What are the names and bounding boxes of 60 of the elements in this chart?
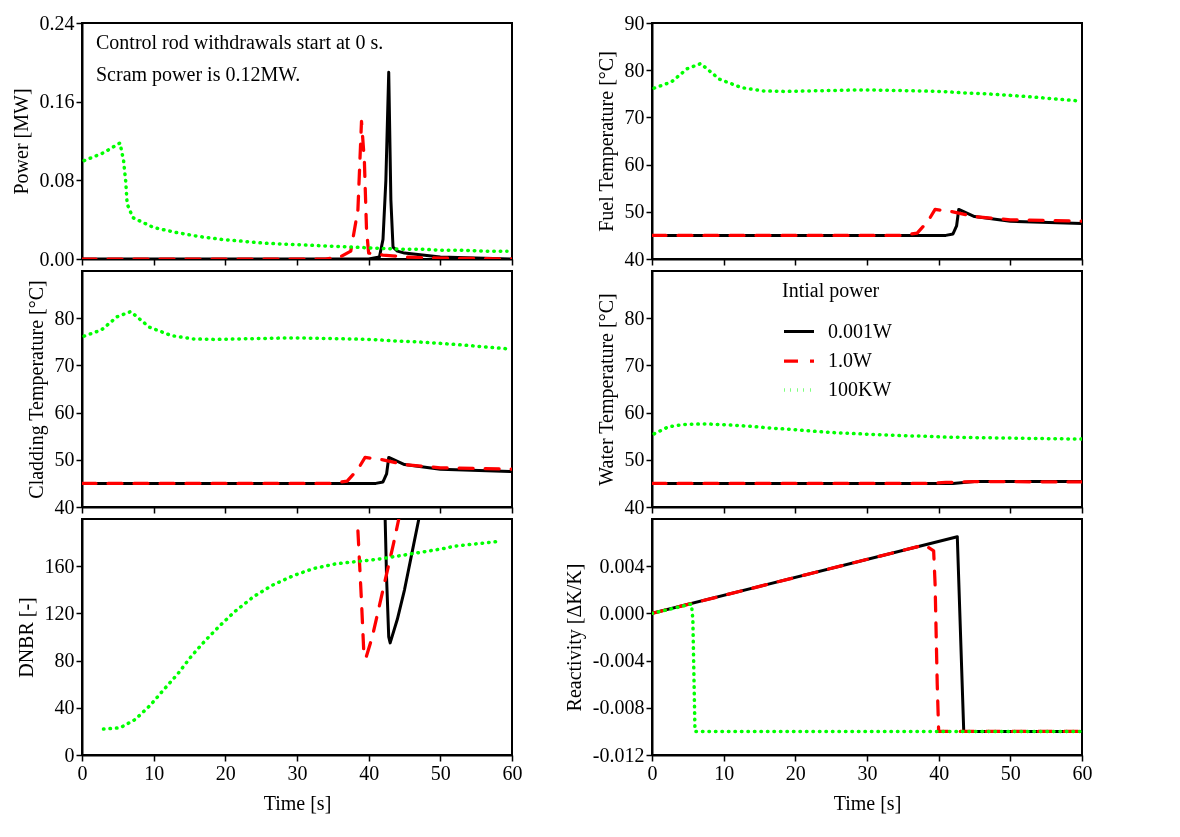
y-tick-label: 0.000 xyxy=(599,601,645,624)
line-series xyxy=(652,602,1082,734)
y-tick-label: 40 xyxy=(624,247,645,270)
x-tick-label: 60 xyxy=(502,761,523,784)
y-tick-label: 50 xyxy=(54,448,75,471)
y-tick-label: 70 xyxy=(624,105,645,128)
y-tick-label: 50 xyxy=(624,448,645,471)
y-tick-label: 70 xyxy=(54,353,75,376)
x-tick-label: 30 xyxy=(857,761,878,784)
y-tick-label: 120 xyxy=(44,601,75,624)
y-tick-label: 80 xyxy=(54,649,75,672)
y-tick-label: 70 xyxy=(624,353,645,376)
y-tick-label: 80 xyxy=(624,58,645,81)
y-axis-title: Cladding Temperature [°C] xyxy=(24,280,48,499)
y-tick-label: 0.00 xyxy=(39,247,75,270)
legend-label: 1.0W xyxy=(828,349,872,371)
y-tick-label: 60 xyxy=(54,401,75,424)
line-series xyxy=(356,519,401,660)
y-axis-title: Water Temperature [°C] xyxy=(594,293,618,486)
legend-title: Intial power xyxy=(782,279,880,302)
legend-label: 0.001W xyxy=(828,319,892,342)
y-tick-label: 0.004 xyxy=(599,554,645,577)
x-tick-label: 10 xyxy=(714,761,735,784)
y-tick-label: 40 xyxy=(624,495,645,518)
y-axis-title: Fuel Temperature [°C] xyxy=(594,51,618,232)
y-tick-label: 60 xyxy=(624,153,645,176)
y-tick-label: 80 xyxy=(624,306,645,329)
x-tick-label: 30 xyxy=(287,761,308,784)
x-tick-label: 40 xyxy=(929,761,950,784)
y-tick-label: 0.16 xyxy=(39,90,75,113)
y-axis-title: Power [MW] xyxy=(9,88,32,195)
y-tick-label: 160 xyxy=(44,554,75,577)
y-tick-label: 90 xyxy=(624,11,645,34)
x-tick-label: 50 xyxy=(430,761,451,784)
line-series xyxy=(652,422,1082,441)
x-tick-label: 50 xyxy=(1000,761,1021,784)
x-tick-label: 20 xyxy=(785,761,806,784)
x-axis-title: Time [s] xyxy=(833,791,902,814)
y-tick-label: 80 xyxy=(54,306,75,329)
annotation: Control rod withdrawals start at 0 s. xyxy=(96,31,384,53)
y-axis-title: Reactivity [ΔK/K] xyxy=(562,563,586,712)
x-axis-title: Time [s] xyxy=(263,791,332,814)
y-tick-label: 0.24 xyxy=(39,11,75,34)
y-tick-label: -0.008 xyxy=(592,696,645,719)
x-tick-label: 60 xyxy=(1072,761,1093,784)
y-tick-label: 40 xyxy=(54,696,75,719)
y-tick-label: 40 xyxy=(54,495,75,518)
x-tick-label: 10 xyxy=(144,761,165,784)
x-tick-label: 20 xyxy=(215,761,236,784)
y-tick-label: 0.08 xyxy=(39,168,75,191)
x-tick-label: 40 xyxy=(359,761,380,784)
y-tick-label: -0.004 xyxy=(592,649,645,672)
annotation: Scram power is 0.12MW. xyxy=(96,63,301,86)
y-tick-label: -0.012 xyxy=(592,743,645,766)
y-tick-label: 0 xyxy=(64,743,75,766)
line-series xyxy=(82,141,509,253)
y-tick-label: 50 xyxy=(624,200,645,223)
y-tick-label: 60 xyxy=(624,401,645,424)
legend-label: 100KW xyxy=(828,378,892,400)
y-axis-title: DNBR [-] xyxy=(14,597,37,678)
